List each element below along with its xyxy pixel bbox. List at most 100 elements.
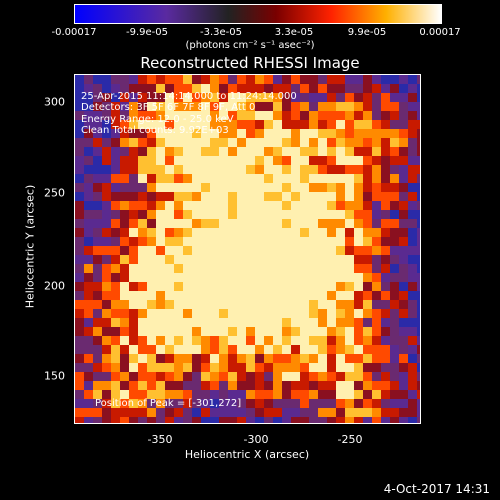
image-pixel (138, 354, 147, 363)
image-pixel (102, 399, 111, 408)
image-pixel (408, 192, 417, 201)
image-pixel (372, 219, 381, 228)
image-pixel (273, 309, 282, 318)
image-pixel (255, 318, 264, 327)
image-pixel (84, 219, 93, 228)
image-pixel (273, 111, 282, 120)
image-pixel (183, 237, 192, 246)
image-pixel (381, 273, 390, 282)
image-pixel (381, 102, 390, 111)
image-pixel (318, 246, 327, 255)
image-pixel (408, 93, 417, 102)
image-pixel (138, 408, 147, 417)
image-pixel (417, 120, 420, 129)
image-pixel (219, 390, 228, 399)
image-pixel (318, 363, 327, 372)
rhessi-image (75, 75, 420, 423)
image-pixel (192, 165, 201, 174)
image-pixel (291, 210, 300, 219)
image-pixel (246, 381, 255, 390)
image-pixel (309, 273, 318, 282)
image-pixel (201, 390, 210, 399)
image-pixel (237, 228, 246, 237)
image-pixel (372, 354, 381, 363)
image-pixel (129, 264, 138, 273)
image-pixel (372, 183, 381, 192)
image-pixel (147, 255, 156, 264)
image-pixel (174, 327, 183, 336)
image-pixel (372, 300, 381, 309)
image-pixel (156, 282, 165, 291)
image-pixel (156, 390, 165, 399)
image-pixel (390, 417, 399, 423)
image-pixel (264, 237, 273, 246)
image-pixel (273, 264, 282, 273)
image-pixel (183, 219, 192, 228)
image-pixel (237, 417, 246, 423)
image-pixel (336, 381, 345, 390)
image-pixel (228, 372, 237, 381)
image-pixel (147, 246, 156, 255)
image-pixel (282, 192, 291, 201)
image-pixel (111, 417, 120, 423)
image-pixel (210, 210, 219, 219)
image-pixel (93, 273, 102, 282)
image-pixel (318, 264, 327, 273)
image-pixel (399, 390, 408, 399)
image-pixel (255, 282, 264, 291)
image-pixel (291, 255, 300, 264)
colorbar-tick-6: 0.00017 (419, 27, 461, 38)
image-pixel (345, 417, 354, 423)
image-pixel (183, 390, 192, 399)
image-pixel (345, 381, 354, 390)
image-pixel (93, 345, 102, 354)
image-pixel (399, 75, 408, 84)
image-pixel (300, 345, 309, 354)
image-pixel (318, 408, 327, 417)
image-pixel (309, 309, 318, 318)
image-pixel (84, 147, 93, 156)
image-pixel (246, 264, 255, 273)
image-pixel (129, 381, 138, 390)
image-pixel (354, 300, 363, 309)
image-pixel (237, 300, 246, 309)
image-pixel (120, 264, 129, 273)
image-pixel (84, 417, 93, 423)
image-pixel (156, 300, 165, 309)
image-pixel (111, 318, 120, 327)
image-pixel (165, 345, 174, 354)
image-pixel (300, 327, 309, 336)
image-pixel (156, 246, 165, 255)
image-pixel (84, 399, 93, 408)
image-pixel (201, 417, 210, 423)
image-pixel (354, 210, 363, 219)
image-pixel (174, 399, 183, 408)
image-pixel (300, 246, 309, 255)
image-pixel (372, 111, 381, 120)
image-pixel (390, 84, 399, 93)
image-pixel (300, 282, 309, 291)
image-pixel (327, 237, 336, 246)
image-pixel (237, 156, 246, 165)
image-pixel (129, 120, 138, 129)
image-pixel (165, 147, 174, 156)
image-pixel (102, 156, 111, 165)
image-pixel (336, 417, 345, 423)
y-axis-label: Heliocentric Y (arcsec) (23, 184, 37, 309)
image-pixel (156, 84, 165, 93)
image-pixel (327, 75, 336, 84)
image-pixel (300, 264, 309, 273)
image-pixel (84, 345, 93, 354)
image-pixel (408, 291, 417, 300)
image-pixel (300, 210, 309, 219)
image-pixel (120, 192, 129, 201)
image-pixel (390, 318, 399, 327)
image-pixel (138, 246, 147, 255)
image-pixel (363, 363, 372, 372)
image-pixel (147, 354, 156, 363)
image-pixel (228, 84, 237, 93)
image-pixel (327, 210, 336, 219)
image-pixel (93, 129, 102, 138)
image-pixel (354, 345, 363, 354)
image-pixel (228, 246, 237, 255)
